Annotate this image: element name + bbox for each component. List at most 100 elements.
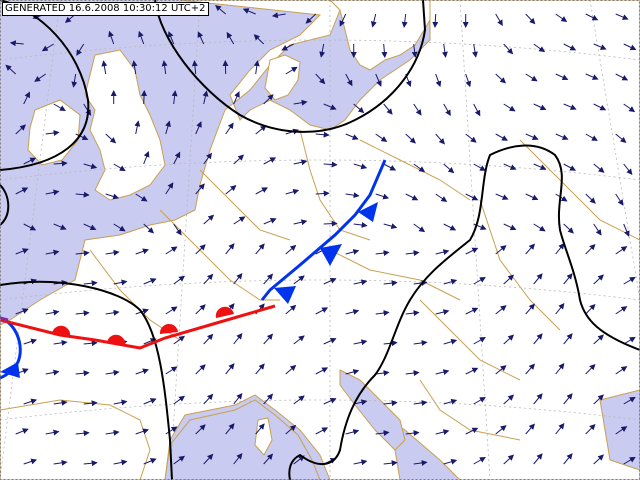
wind-arrow-icon (563, 273, 573, 285)
wind-arrow-icon (135, 368, 149, 375)
wind-arrow-icon (53, 399, 68, 406)
wind-arrow-icon (525, 243, 535, 255)
wind-arrow-icon (83, 400, 98, 407)
wind-arrow-icon (435, 249, 450, 256)
wind-arrow-icon (135, 428, 149, 435)
sea-mediterranean (164, 399, 321, 480)
wind-arrow-icon (615, 426, 628, 435)
wind-arrow-icon (525, 13, 536, 25)
wind-arrow-icon (315, 367, 329, 375)
occluded-front-stub (0, 316, 9, 322)
wind-arrow-icon (255, 243, 265, 255)
wind-arrow-icon (405, 430, 420, 437)
wind-arrow-icon (593, 274, 604, 285)
wind-arrow-icon (285, 364, 297, 375)
wind-arrow-icon (134, 120, 141, 135)
wind-arrow-icon (413, 459, 428, 466)
wind-arrow-icon (323, 220, 338, 227)
wind-arrow-icon (465, 247, 479, 255)
wind-arrow-icon (525, 423, 535, 435)
wind-arrow-icon (555, 243, 565, 255)
warm-front-semicircle-icon (107, 334, 126, 346)
wind-arrow-icon (495, 73, 507, 84)
wind-arrow-icon (71, 73, 78, 88)
wind-arrow-icon (135, 193, 148, 202)
wind-arrow-icon (305, 13, 317, 24)
wind-arrow-icon (105, 193, 120, 200)
wind-arrow-icon (405, 250, 420, 257)
wind-arrow-icon (197, 31, 205, 45)
wind-arrow-icon (435, 429, 450, 436)
wind-arrow-icon (375, 370, 390, 376)
wind-arrow-icon (533, 393, 543, 405)
isobar-southwest (0, 280, 173, 480)
wind-arrow-icon (5, 64, 17, 75)
wind-arrow-icon (339, 13, 347, 27)
wind-arrow-icon (472, 43, 478, 58)
wind-arrow-icon (533, 103, 547, 111)
wind-arrow-icon (173, 455, 186, 465)
wind-arrow-icon (263, 453, 274, 465)
wind-arrow-icon (195, 183, 205, 195)
wind-arrow-icon (353, 103, 365, 114)
wind-arrow-icon (263, 218, 277, 225)
sea-black-sea (599, 389, 640, 471)
wind-arrow-icon (345, 192, 360, 199)
wind-arrow-icon (401, 13, 408, 28)
wind-arrow-icon (503, 103, 516, 112)
wind-arrow-icon (15, 308, 29, 315)
wind-arrow-icon (203, 333, 214, 345)
wind-arrow-icon (165, 182, 174, 195)
wind-arrow-icon (263, 273, 274, 285)
wind-arrow-icon (75, 250, 90, 257)
wind-arrow-icon (263, 333, 274, 345)
wind-arrow-icon (593, 394, 604, 405)
wind-arrow-icon (563, 393, 573, 405)
wind-arrow-icon (83, 340, 98, 347)
wind-arrow-icon (293, 275, 305, 285)
wind-arrow-icon (495, 245, 507, 255)
wind-arrow-icon (383, 460, 398, 467)
wind-arrow-icon (143, 278, 157, 285)
wind-arrow-icon (45, 130, 60, 136)
wind-arrow-icon (233, 393, 243, 405)
wind-arrow-icon (563, 223, 574, 234)
wind-arrow-icon (465, 307, 479, 315)
wind-arrow-icon (45, 309, 60, 316)
wind-arrow-icon (323, 277, 337, 285)
wind-arrow-icon (473, 163, 486, 171)
wind-arrow-icon (375, 250, 390, 256)
wind-arrow-icon (593, 223, 602, 236)
wind-arrow-icon (285, 188, 300, 195)
wind-arrow-icon (503, 394, 515, 405)
wind-arrow-icon (381, 43, 388, 58)
wind-arrow-icon (623, 103, 636, 113)
warm-front-semicircle-icon (215, 306, 234, 318)
wind-arrow-icon (555, 423, 565, 435)
wind-arrow-icon (353, 279, 368, 286)
wind-arrow-icon (138, 30, 145, 45)
land-denmark (264, 54, 301, 101)
wind-arrow-icon (593, 163, 605, 173)
wind-arrow-icon (233, 453, 243, 465)
wind-arrow-icon (143, 458, 157, 465)
wind-arrow-icon (323, 337, 337, 345)
wind-arrow-icon (45, 429, 60, 436)
wind-arrow-icon (225, 122, 234, 135)
wind-arrow-icon (255, 125, 267, 135)
wind-arrow-icon (353, 459, 368, 466)
wind-arrow-icon (203, 214, 215, 225)
wind-arrow-icon (555, 133, 569, 140)
wind-arrow-icon (173, 395, 186, 405)
land-iberia (0, 399, 151, 480)
wind-arrow-icon (615, 73, 629, 81)
wind-arrow-icon (315, 190, 330, 197)
wind-arrow-icon (432, 13, 439, 28)
cold-front-triangle-icon (0, 362, 20, 378)
land-great-britain (84, 49, 166, 201)
cold-front-triangle-icon (274, 286, 296, 304)
wind-arrow-icon (75, 133, 89, 141)
wind-arrow-icon (263, 94, 274, 105)
wind-arrow-icon (23, 458, 38, 465)
wind-arrow-icon (593, 103, 607, 111)
